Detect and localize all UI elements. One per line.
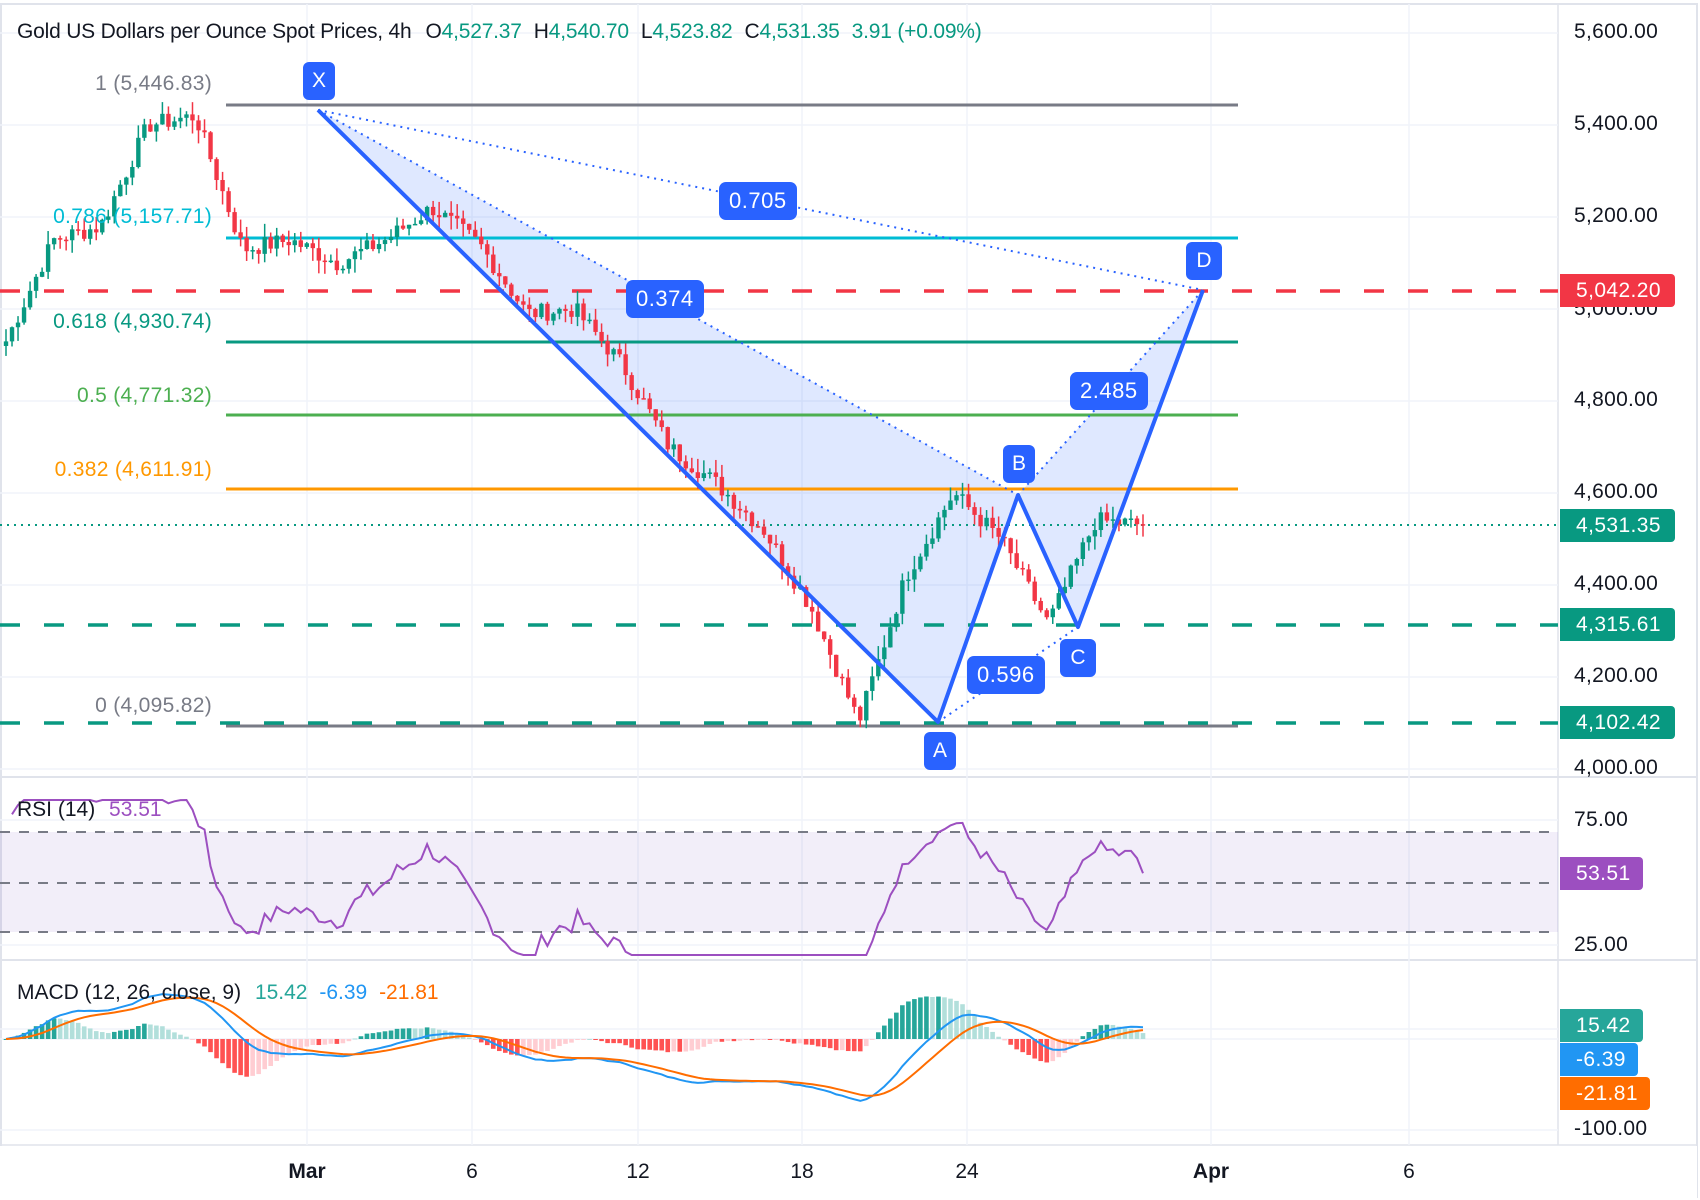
date-label: 18 <box>790 1160 814 1183</box>
point-c-label[interactable]: C <box>1060 639 1096 677</box>
point-a-label[interactable]: A <box>924 732 956 770</box>
price-tick: 5,400.00 <box>1574 112 1659 135</box>
macd-histogram <box>3 996 1146 1077</box>
close-label: C <box>744 20 760 43</box>
high-label: H <box>533 20 549 43</box>
fib-label-0: 0 (4,095.82) <box>95 694 212 717</box>
rsi-tick-75: 75.00 <box>1574 808 1629 831</box>
fib-label-1: 1 (5,446.83) <box>95 72 212 95</box>
target-price-tag: 5,042.20 <box>1560 274 1675 307</box>
fib-label-0618: 0.618 (4,930.74) <box>53 310 212 333</box>
macd-title: MACD (12, 26, close, 9) <box>17 981 242 1004</box>
date-label: 24 <box>955 1160 979 1183</box>
ratio-xd-label[interactable]: 0.705 <box>719 182 797 220</box>
point-b-label[interactable]: B <box>1003 445 1035 483</box>
fib-label-0382: 0.382 (4,611.91) <box>54 458 212 481</box>
low-label: L <box>640 20 653 43</box>
open-value: 4,527.37 <box>441 20 522 43</box>
price-tick: 4,200.00 <box>1574 664 1659 687</box>
rsi-value: 53.51 <box>109 798 162 821</box>
macd-legend: MACD (12, 26, close, 9) 15.42 -6.39 -21.… <box>17 981 439 1005</box>
close-value: 4,531.35 <box>759 20 840 43</box>
macd-signal-tag: -21.81 <box>1560 1077 1650 1110</box>
macd-line-value: -6.39 <box>319 981 368 1004</box>
price-grid <box>0 32 1558 1131</box>
macd-signal-value: -21.81 <box>379 981 439 1004</box>
rsi-bands <box>0 831 1558 933</box>
price-tick: 4,000.00 <box>1574 756 1659 779</box>
date-label-apr: Apr <box>1192 1160 1230 1183</box>
price-tick: 5,200.00 <box>1574 204 1659 227</box>
price-tick: 4,600.00 <box>1574 480 1659 503</box>
rsi-value-tag: 53.51 <box>1560 857 1643 890</box>
rsi-line <box>11 798 1144 956</box>
price-tick: 4,400.00 <box>1574 572 1659 595</box>
support-price-tag-1: 4,315.61 <box>1560 608 1675 641</box>
symbol-title: Gold US Dollars per Ounce Spot Prices, 4… <box>17 20 412 43</box>
date-label: 6 <box>1403 1160 1415 1183</box>
signal-line <box>5 996 1144 1097</box>
price-tick: 5,600.00 <box>1574 20 1659 43</box>
bcd-triangle <box>1018 290 1203 627</box>
rsi-title: RSI (14) <box>17 798 96 821</box>
macd-line-tag: -6.39 <box>1560 1043 1638 1076</box>
ratio-xb-label[interactable]: 0.374 <box>626 280 704 318</box>
macd-line <box>5 993 1144 1102</box>
macd-histogram-value: 15.42 <box>254 981 308 1004</box>
fib-lines <box>226 103 1238 728</box>
open-label: O <box>425 20 442 43</box>
macd-histogram-tag: 15.42 <box>1560 1009 1643 1042</box>
change-value: 3.91 (+0.09%) <box>851 20 982 43</box>
ratio-ac-label[interactable]: 0.596 <box>967 656 1045 694</box>
ratio-bd-label[interactable]: 2.485 <box>1070 372 1148 410</box>
fib-label-0786: 0.786 (5,157.71) <box>53 205 212 228</box>
point-d-label[interactable]: D <box>1186 242 1222 280</box>
last-price-tag: 4,531.35 <box>1560 509 1675 542</box>
macd-tick-minus100: -100.00 <box>1574 1117 1648 1140</box>
fib-label-05: 0.5 (4,771.32) <box>77 384 212 407</box>
price-tick: 4,800.00 <box>1574 388 1659 411</box>
chart-legend: Gold US Dollars per Ounce Spot Prices, 4… <box>17 20 994 44</box>
high-value: 4,540.70 <box>548 20 629 43</box>
point-x-label[interactable]: X <box>303 62 335 100</box>
rsi-tick-25: 25.00 <box>1574 933 1629 956</box>
low-value: 4,523.82 <box>652 20 733 43</box>
date-label-mar: Mar <box>288 1160 326 1183</box>
date-label: 6 <box>466 1160 478 1183</box>
candlestick-series <box>3 102 1146 729</box>
support-price-tag-2: 4,102.42 <box>1560 706 1675 739</box>
rsi-legend: RSI (14) 53.51 <box>17 798 162 822</box>
date-label: 12 <box>626 1160 650 1183</box>
